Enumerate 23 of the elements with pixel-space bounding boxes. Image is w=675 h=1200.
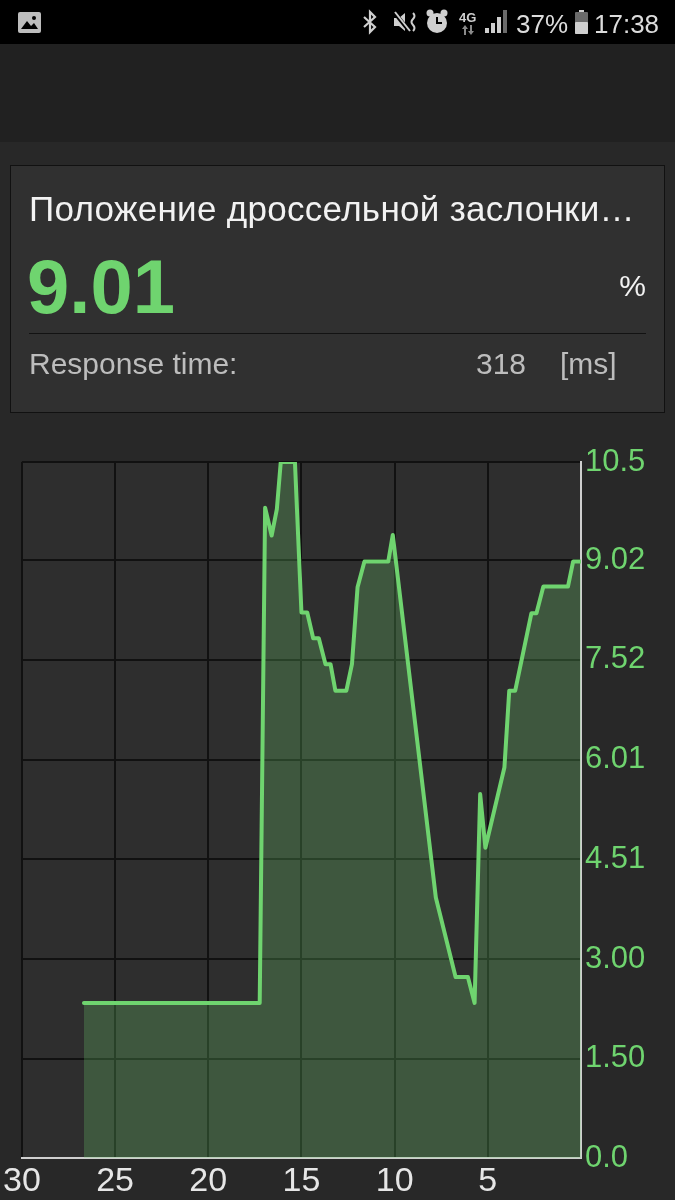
text: 318 <box>476 347 527 380</box>
y-tick-label: 1.50 <box>585 1039 646 1075</box>
y-tick-label: 0.0 <box>585 1138 629 1174</box>
x-tick-label: 5 <box>478 1159 498 1198</box>
y-tick-label: 4.51 <box>585 839 646 875</box>
text: 4G <box>459 10 477 25</box>
x-tick-label: 15 <box>282 1159 321 1198</box>
y-tick-label: 7.52 <box>585 640 646 676</box>
text: 37% <box>516 9 569 39</box>
chart-title: Положение дроссельной заслонки… <box>29 189 635 228</box>
x-tick-label: 20 <box>189 1159 228 1198</box>
x-tick-label: 10 <box>375 1159 414 1198</box>
x-tick-label: 25 <box>96 1159 135 1198</box>
y-tick-label: 9.02 <box>585 540 646 576</box>
text: [ms] <box>560 347 617 380</box>
text: Response time: <box>29 347 238 380</box>
x-tick-label: 30 <box>3 1159 41 1198</box>
y-tick-label: 10.5 <box>585 442 646 478</box>
y-tick-label: 3.00 <box>585 939 646 975</box>
text: 17:38 <box>594 9 660 39</box>
text: 9.01 <box>27 244 175 329</box>
text: % <box>619 269 646 302</box>
y-tick-label: 6.01 <box>585 740 646 776</box>
